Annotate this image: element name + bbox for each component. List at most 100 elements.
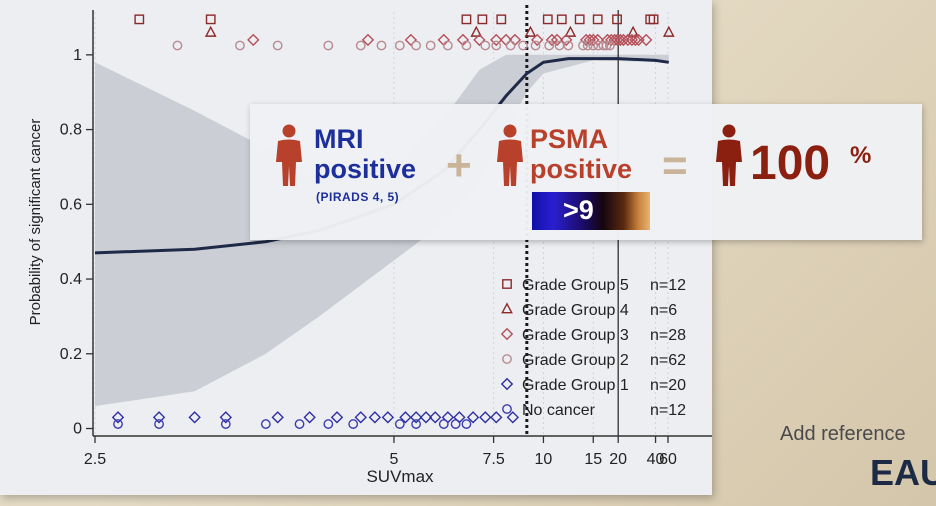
legend-label: No cancer (522, 402, 596, 419)
x-tick-label: 60 (659, 451, 677, 468)
legend-count: n=12 (650, 402, 686, 419)
data-point (442, 40, 453, 51)
legend-marker (500, 377, 514, 391)
data-point (235, 40, 245, 51)
data-point (220, 419, 231, 429)
data-point (450, 419, 461, 429)
legend-marker (501, 302, 513, 314)
data-point (470, 25, 483, 37)
data-point (404, 33, 418, 47)
data-point (560, 33, 573, 47)
data-point (592, 14, 603, 25)
data-point (330, 411, 344, 424)
data-point (348, 419, 359, 429)
mri-positive-label: positive (314, 154, 417, 184)
y-tick-label: 0.4 (60, 271, 82, 288)
data-point (355, 40, 366, 51)
data-point (154, 419, 164, 429)
data-point (247, 33, 260, 47)
data-point (419, 411, 433, 424)
data-point (323, 419, 334, 429)
data-point (662, 25, 675, 37)
x-axis-label: SUVmax (366, 467, 434, 486)
plus-sign: + (446, 141, 472, 190)
data-point (399, 411, 412, 424)
data-point (604, 40, 615, 51)
result-value: 100 (750, 137, 831, 190)
data-point (531, 33, 544, 47)
psma-positive-label: positive (530, 154, 633, 184)
data-point (490, 33, 503, 47)
brand-logo-text: EAU (870, 452, 936, 493)
data-point (574, 14, 585, 25)
axes (92, 10, 712, 437)
data-point (506, 411, 520, 424)
data-point (480, 40, 491, 51)
data-point (582, 40, 593, 51)
data-point (545, 33, 559, 47)
data-point (205, 14, 216, 25)
data-point (473, 33, 486, 47)
data-point (411, 40, 422, 51)
suv-threshold-label: >9 (563, 195, 594, 225)
data-point (542, 14, 553, 25)
data-point (354, 411, 367, 424)
data-point (456, 33, 470, 47)
data-point (172, 40, 183, 51)
data-point (411, 419, 422, 429)
data-point (188, 411, 201, 424)
legend-entry: Grade Group 1 n=20 (500, 377, 686, 394)
data-point (425, 40, 436, 51)
legend-count: n=12 (650, 277, 686, 294)
legend-marker (502, 354, 512, 364)
data-point (303, 411, 316, 424)
data-point (204, 25, 217, 37)
data-point (134, 14, 145, 25)
data-point (479, 411, 492, 424)
legend-count: n=20 (650, 377, 686, 394)
data-point (587, 33, 600, 47)
legend-label: Grade Group 1 (522, 377, 629, 394)
data-point (260, 419, 271, 429)
data-point (394, 40, 405, 51)
data-point (466, 411, 480, 424)
suv-color-scale (532, 192, 650, 230)
data-point (645, 14, 656, 25)
data-point (612, 14, 622, 25)
data-point (429, 411, 442, 424)
data-point (518, 40, 528, 51)
person-icon-psma (497, 124, 523, 186)
data-point (496, 14, 507, 25)
data-point (640, 33, 653, 47)
data-point (550, 33, 564, 47)
x-tick-label: 5 (390, 451, 399, 468)
legend-label: Grade Group 5 (522, 277, 629, 294)
x-tick-label: 15 (584, 451, 602, 468)
psma-label: PSMA (530, 124, 609, 154)
result-percent: % (850, 142, 872, 169)
data-point (461, 14, 472, 25)
x-tick-label: 10 (535, 451, 553, 468)
data-point (376, 40, 387, 51)
legend-entry: Grade Group 2 n=62 (502, 352, 686, 369)
data-point (648, 14, 659, 25)
data-point (441, 411, 455, 424)
legend-marker (502, 404, 512, 414)
data-point (556, 14, 567, 25)
data-point (601, 40, 612, 51)
y-axis-label: Probability of significant cancer (27, 119, 44, 326)
legend-count: n=62 (650, 352, 686, 369)
pirads-note: (PIRADS 4, 5) (316, 190, 400, 204)
data-point (629, 33, 642, 47)
data-point (530, 40, 541, 51)
data-point (617, 33, 630, 47)
data-point (598, 40, 609, 51)
data-point (323, 40, 334, 51)
data-point (490, 411, 503, 424)
data-point (381, 411, 395, 424)
data-point (461, 419, 472, 429)
data-point (111, 411, 125, 424)
data-point (544, 40, 555, 51)
data-markers (111, 14, 675, 429)
